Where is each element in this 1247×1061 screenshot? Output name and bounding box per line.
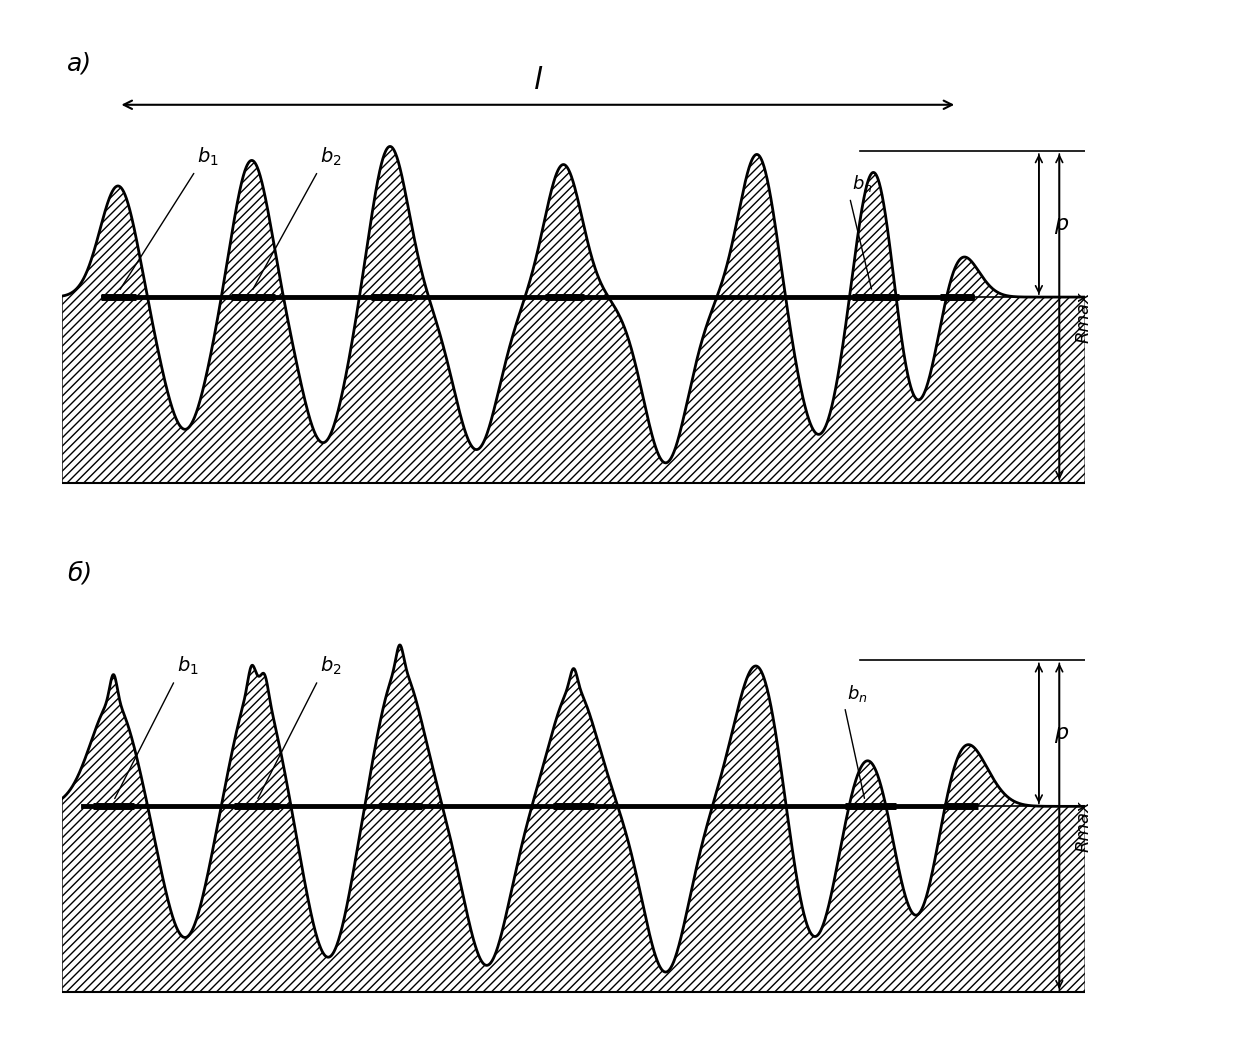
- Polygon shape: [62, 146, 1085, 483]
- Text: $b_2$: $b_2$: [320, 655, 342, 677]
- Text: б): б): [67, 561, 92, 585]
- Text: p: p: [1054, 724, 1069, 744]
- Text: Rmax: Rmax: [1075, 291, 1092, 343]
- Text: $b_n$: $b_n$: [847, 682, 867, 703]
- Text: $b_1$: $b_1$: [197, 145, 219, 168]
- Text: $b_n$: $b_n$: [852, 173, 873, 194]
- Text: Rmax: Rmax: [1075, 800, 1092, 852]
- Text: p: p: [1054, 214, 1069, 234]
- Text: a): a): [67, 52, 92, 75]
- Text: l: l: [534, 66, 542, 94]
- Polygon shape: [62, 645, 1085, 992]
- Text: $b_1$: $b_1$: [177, 655, 198, 677]
- Text: $b_2$: $b_2$: [320, 145, 342, 168]
